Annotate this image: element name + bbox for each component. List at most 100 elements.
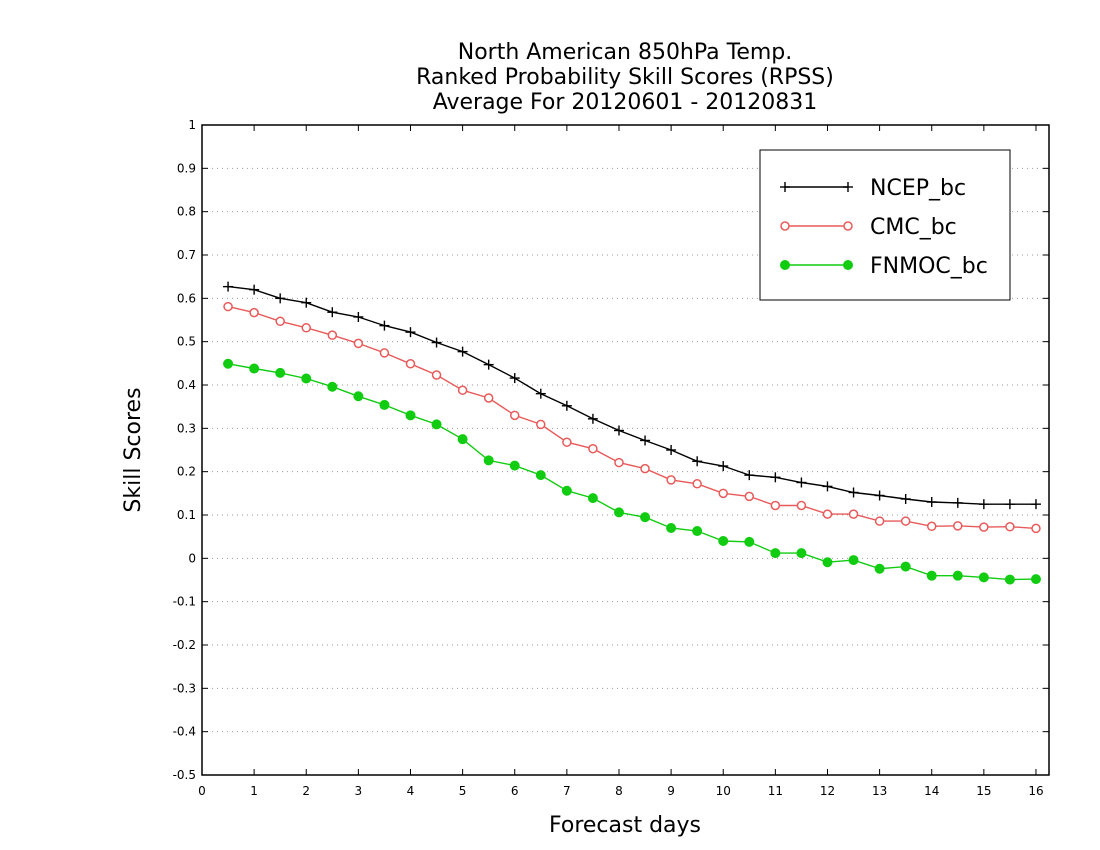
- legend-box: [759, 149, 1011, 301]
- data-point-1-20: [744, 491, 755, 502]
- data-point-0-30: [1004, 499, 1015, 510]
- data-point-0-25: [874, 490, 885, 501]
- y-tick-label: 0: [188, 551, 196, 565]
- data-point-0-2: [275, 293, 286, 304]
- data-point-2-11: [509, 460, 520, 471]
- data-point-0-18: [692, 456, 703, 467]
- data-point-2-0: [223, 358, 234, 369]
- data-point-0-3: [301, 297, 312, 308]
- y-tick-label: 0.4: [177, 378, 196, 392]
- data-point-2-21: [770, 548, 781, 559]
- series-layer: [223, 281, 1041, 585]
- y-tick-label: -0.1: [173, 595, 196, 609]
- data-point-legend1-0: [780, 221, 790, 231]
- x-tick-label: 10: [716, 784, 731, 798]
- y-tick-label: 0.8: [177, 205, 196, 219]
- data-point-0-12: [535, 388, 546, 399]
- x-tick-label: 1: [250, 784, 258, 798]
- legend-label: NCEP_bc: [870, 176, 966, 201]
- data-point-1-14: [588, 443, 598, 454]
- data-point-2-5: [353, 391, 364, 402]
- data-point-2-12: [535, 470, 546, 481]
- data-point-1-22: [796, 500, 807, 511]
- plot-frame: [201, 124, 1050, 776]
- data-point-2-17: [666, 523, 677, 533]
- x-axis-label: Forecast days: [549, 813, 701, 838]
- data-point-1-10: [483, 393, 494, 403]
- y-tick-label: 0.5: [177, 335, 196, 349]
- data-point-1-29: [979, 522, 989, 532]
- y-tick-label: 0.1: [177, 508, 196, 522]
- data-point-2-10: [483, 455, 494, 466]
- x-tick-label: 9: [667, 784, 675, 798]
- data-point-2-24: [848, 555, 859, 566]
- x-tick-label: 8: [615, 784, 623, 798]
- series-NCEP_bc: [223, 281, 1041, 510]
- legend-label: FNMOC_bc: [870, 254, 988, 279]
- data-point-2-18: [692, 526, 703, 537]
- data-point-1-4: [327, 330, 338, 340]
- data-point-1-30: [1005, 521, 1015, 532]
- data-point-2-1: [249, 363, 260, 374]
- x-tick-label: 7: [563, 784, 571, 798]
- series-line-CMC_bc: [227, 305, 1037, 530]
- data-point-1-5: [353, 338, 364, 349]
- data-point-legend2-0: [780, 260, 790, 270]
- data-point-2-9: [457, 434, 468, 445]
- data-point-1-1: [249, 307, 259, 318]
- data-point-0-13: [561, 400, 572, 411]
- data-point-0-6: [379, 320, 390, 331]
- data-point-legend0-0: [780, 182, 790, 192]
- y-tick-label: -0.4: [173, 725, 196, 739]
- chart-title-line-2: Ranked Probability Skill Scores (RPSS): [416, 65, 834, 90]
- data-point-1-24: [848, 509, 859, 519]
- data-point-1-3: [301, 323, 311, 333]
- series-CMC_bc: [223, 301, 1041, 534]
- data-point-2-27: [926, 570, 937, 581]
- data-point-0-1: [249, 284, 260, 295]
- data-point-2-8: [431, 419, 442, 430]
- data-point-0-27: [926, 497, 937, 507]
- x-tick-label: 2: [302, 784, 310, 798]
- chart-title-line-3: Average For 20120601 - 20120831: [433, 90, 818, 115]
- data-point-0-19: [718, 461, 729, 472]
- data-point-2-26: [900, 561, 911, 572]
- y-axis-label: Skill Scores: [121, 387, 146, 512]
- data-point-1-12: [536, 419, 546, 430]
- data-point-0-26: [900, 493, 911, 504]
- y-tick-label: -0.3: [173, 681, 196, 695]
- data-point-2-13: [561, 485, 572, 496]
- data-point-2-4: [327, 381, 338, 392]
- data-point-legend0-1: [843, 182, 853, 192]
- data-point-2-31: [1030, 574, 1041, 585]
- data-point-2-14: [587, 493, 598, 504]
- data-point-0-9: [457, 346, 468, 357]
- data-point-0-14: [587, 413, 598, 424]
- data-point-0-8: [431, 337, 442, 348]
- legend: NCEP_bc CMC_bc FNMOC_bc: [759, 149, 1011, 301]
- data-point-1-13: [562, 437, 572, 447]
- data-point-2-25: [874, 563, 885, 574]
- x-tick-label: 5: [459, 784, 467, 798]
- chart-title-line-1: North American 850hPa Temp.: [458, 40, 793, 65]
- data-point-1-7: [405, 359, 416, 369]
- series-FNMOC_bc: [223, 358, 1041, 585]
- data-point-legend1-1: [843, 221, 853, 231]
- data-point-2-22: [796, 548, 807, 559]
- data-point-2-15: [613, 507, 624, 518]
- data-point-0-28: [952, 497, 963, 508]
- data-point-1-9: [457, 385, 468, 395]
- y-tick-label: 1: [188, 118, 196, 132]
- x-tick-label: 14: [924, 784, 939, 798]
- data-point-2-6: [379, 399, 390, 410]
- data-point-1-6: [379, 348, 390, 358]
- data-point-2-23: [822, 557, 833, 568]
- data-point-0-23: [822, 481, 833, 492]
- data-point-0-20: [744, 470, 755, 481]
- data-point-0-11: [509, 373, 520, 384]
- data-point-1-27: [926, 521, 937, 532]
- data-point-1-26: [900, 516, 911, 526]
- data-point-0-21: [770, 472, 781, 483]
- data-point-0-22: [796, 477, 807, 488]
- data-point-0-24: [848, 487, 859, 498]
